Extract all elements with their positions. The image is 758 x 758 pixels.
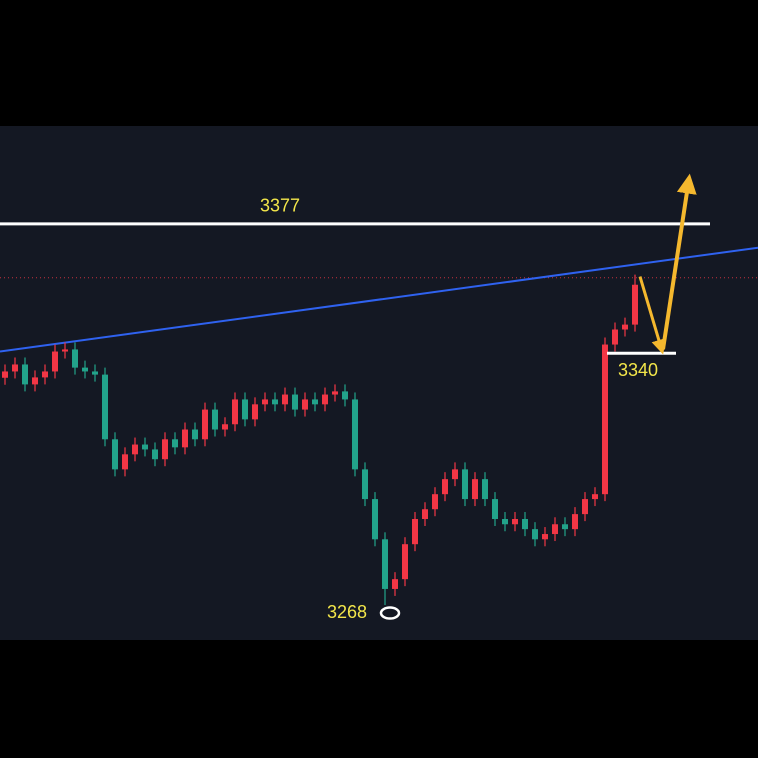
candle-body (492, 499, 498, 520)
candle-body (542, 534, 548, 540)
candle-body (172, 439, 178, 448)
candle-body (102, 374, 108, 440)
resistance-label: 3377 (260, 196, 300, 216)
candle-body (312, 399, 318, 405)
candle-body (52, 351, 58, 372)
candle-body (602, 344, 608, 495)
candle-body (222, 424, 228, 430)
candle-body (282, 394, 288, 405)
candle-body (262, 399, 268, 405)
candle-body (592, 494, 598, 500)
candle-body (182, 429, 188, 448)
candle-body (502, 519, 508, 525)
support-label: 3340 (618, 360, 658, 380)
candle-body (342, 391, 348, 400)
candle-body (402, 544, 408, 580)
candle-body (202, 409, 208, 440)
candle-body (72, 349, 78, 368)
candle-body (382, 539, 388, 589)
candle-body (462, 469, 468, 500)
candle-body (62, 349, 68, 352)
candle-body (42, 371, 48, 378)
candle-body (532, 529, 538, 540)
candle-body (522, 519, 528, 530)
arrow-down (638, 276, 667, 355)
candle-body (332, 391, 338, 395)
candle-body (142, 444, 148, 450)
candle-body (272, 399, 278, 405)
candle-body (442, 479, 448, 495)
candle-body (22, 364, 28, 385)
candle-body (242, 399, 248, 420)
plot-area (0, 126, 758, 640)
candle-body (122, 454, 128, 470)
candle-body (12, 364, 18, 372)
candle-body (232, 399, 238, 425)
candle-body (112, 439, 118, 470)
arrow-up (661, 173, 697, 350)
candle-body (372, 499, 378, 540)
candle-body (192, 429, 198, 440)
candle-body (432, 494, 438, 510)
candle-body (162, 439, 168, 460)
low-label: 3268 (327, 602, 367, 622)
candle-body (632, 284, 638, 325)
low-marker (379, 606, 401, 620)
candle-body (512, 519, 518, 525)
candle-body (92, 371, 98, 375)
candle-body (82, 367, 88, 372)
candle-body (482, 479, 488, 500)
candle-body (622, 324, 628, 330)
candle-body (552, 524, 558, 535)
candle-body (2, 371, 8, 378)
candle-body (212, 409, 218, 430)
candle-body (392, 579, 398, 589)
candle-body (472, 479, 478, 500)
candle-body (422, 509, 428, 520)
candle-body (252, 404, 258, 420)
trendline (0, 246, 758, 353)
candle-body (572, 514, 578, 530)
candle-body (362, 469, 368, 500)
candle-body (562, 524, 568, 530)
candle-body (132, 444, 138, 455)
candle-body (582, 499, 588, 515)
candle-body (612, 329, 618, 345)
candle-body (32, 377, 38, 385)
candle-body (322, 394, 328, 405)
candle-body (292, 394, 298, 410)
candle-body (352, 399, 358, 470)
candle-body (302, 399, 308, 410)
candle-body (412, 519, 418, 545)
candle-body (452, 469, 458, 480)
candle-body (152, 449, 158, 460)
